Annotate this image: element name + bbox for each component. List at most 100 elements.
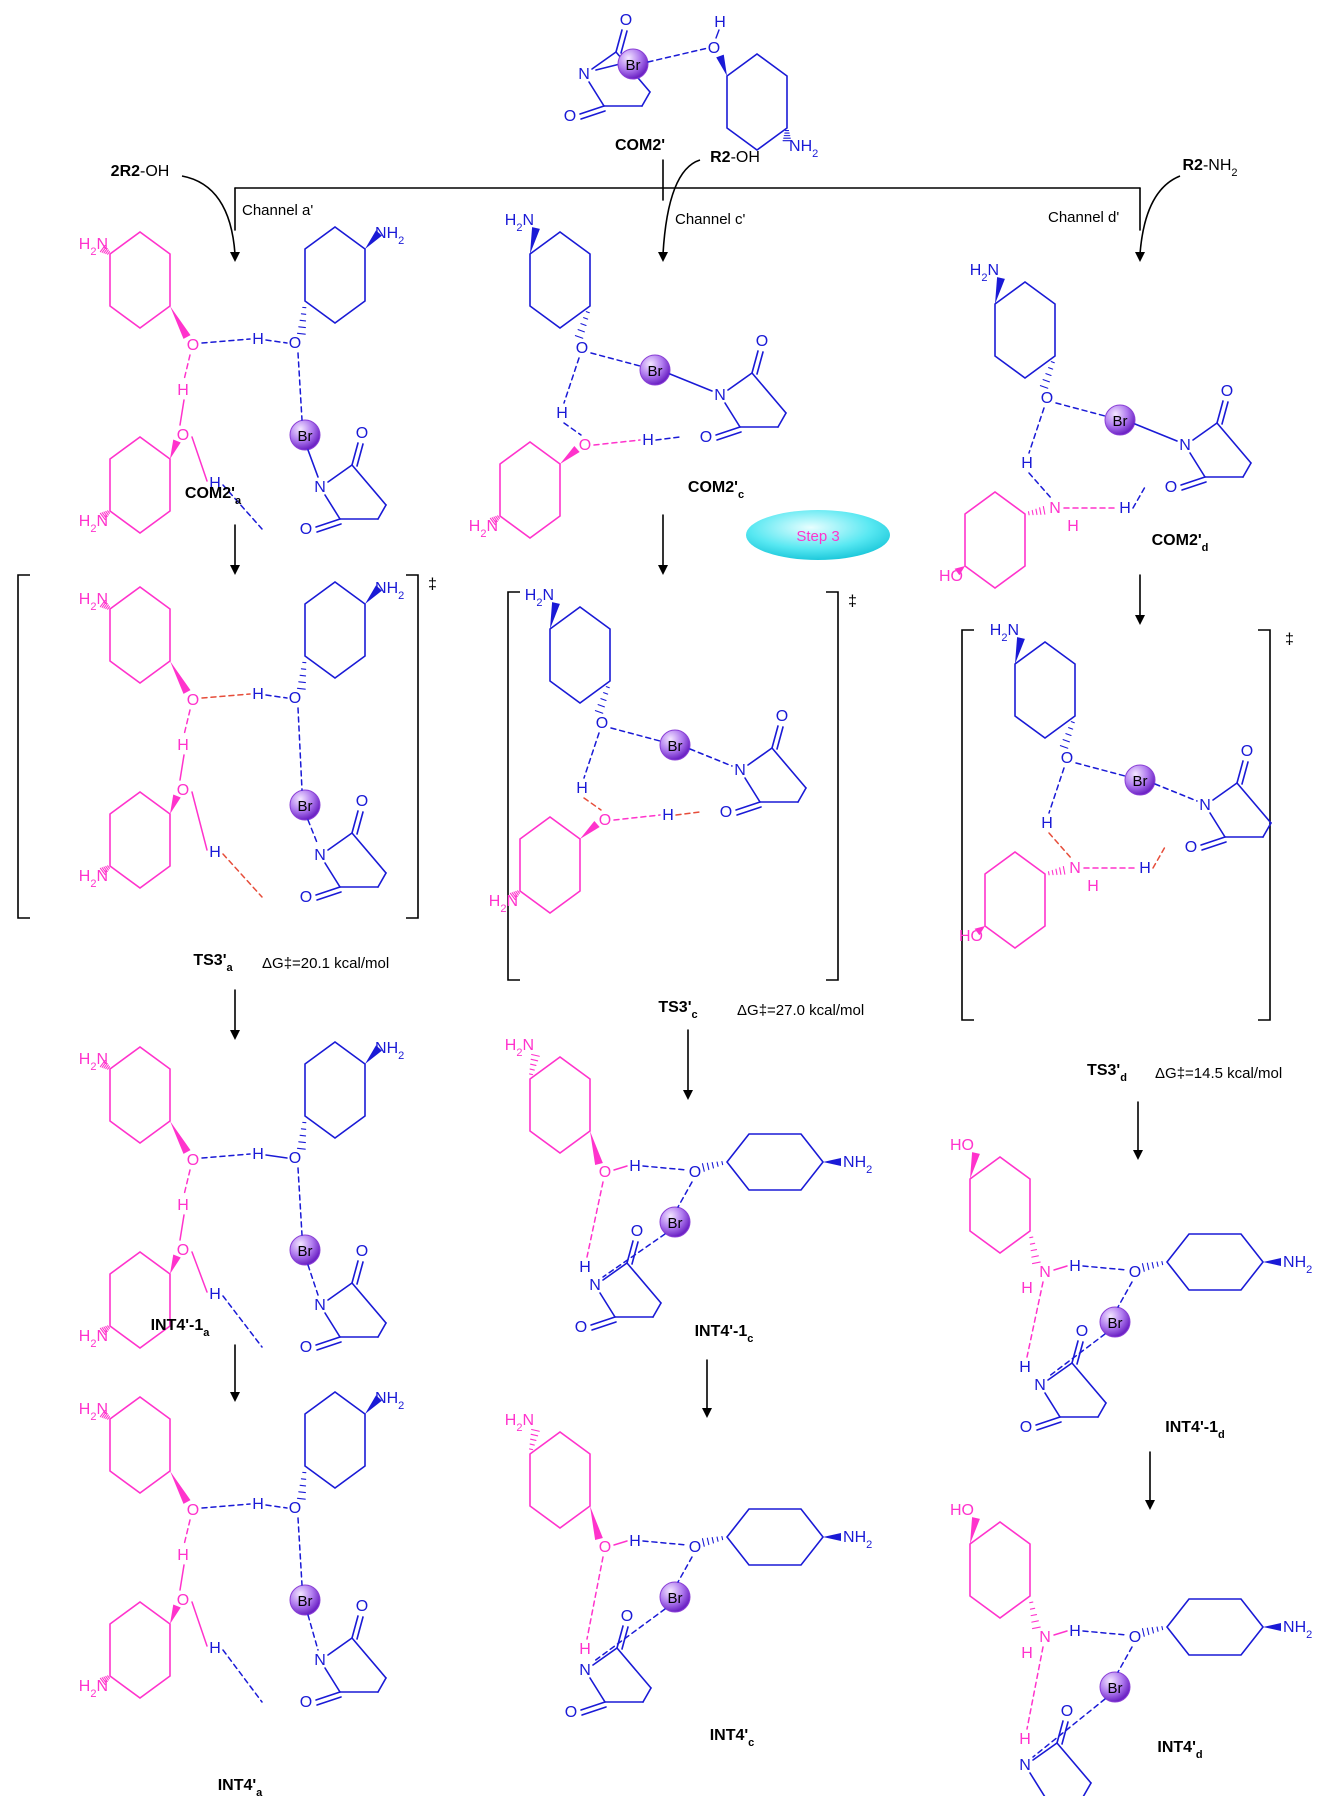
- partner-ho: HO: [939, 568, 963, 585]
- ring-bond: [747, 747, 773, 766]
- reactant-hydrogen: H: [252, 331, 264, 348]
- hash-stroke: [529, 1443, 535, 1446]
- nh2-hashed: [782, 129, 792, 142]
- partner-top-h2n: H2N: [79, 1051, 108, 1073]
- carbonyl: [316, 1341, 342, 1351]
- reactant-h2n-com: H2N: [970, 262, 999, 284]
- hash-stroke: [107, 510, 111, 514]
- carbonyl: [715, 426, 741, 436]
- bridging-hydrogen: H: [177, 1547, 189, 1564]
- hbond-top: [642, 1540, 688, 1546]
- partner-ring-bottom: [109, 436, 171, 534]
- carbonyl: [1216, 400, 1224, 424]
- hash-stroke: [701, 1163, 705, 1172]
- hash-stroke: [1031, 509, 1034, 516]
- reactant-ring-int1: [1165, 1233, 1265, 1291]
- hash-stroke: [585, 311, 590, 314]
- reactant-nh2-wedge: [823, 1158, 841, 1166]
- reactant-o-h: [265, 694, 288, 699]
- ring-bond: [641, 91, 651, 107]
- partner-nh2-hash: [489, 515, 501, 526]
- hash-stroke: [101, 246, 107, 253]
- ring-bond: [797, 787, 807, 803]
- dagger-symbol: ‡: [1285, 631, 1294, 648]
- reactant-nh2-wedge: [1263, 1258, 1281, 1266]
- br-n-bond: [669, 373, 713, 392]
- bridging-hydrogen: H: [629, 1158, 641, 1175]
- o-br-contact: [1117, 1281, 1133, 1308]
- hash-stroke: [497, 515, 501, 519]
- activation-energy-label: ΔG‡=14.5 kcal/mol: [1155, 1065, 1282, 1082]
- carbonyl-oxygen: O: [356, 1243, 368, 1260]
- hash-stroke: [716, 1536, 719, 1542]
- carbonyl: [1200, 836, 1226, 846]
- partner-top-wedge: [170, 661, 191, 694]
- ring-bond: [327, 1282, 353, 1301]
- hash-stroke: [1030, 1614, 1038, 1617]
- hash-stroke: [600, 698, 607, 702]
- partner-ring-com: [964, 491, 1026, 589]
- carbonyl-oxygen: O: [1165, 479, 1177, 496]
- hash-stroke: [296, 1497, 306, 1500]
- lower-hydrogen: H: [1019, 1359, 1031, 1376]
- hash-stroke: [1050, 361, 1055, 364]
- hbond-low: [222, 1649, 263, 1703]
- carbonyl-oxygen: O: [1241, 743, 1253, 760]
- partner-nh2-hash: [509, 890, 521, 901]
- partner-ho-wedge: [970, 1152, 980, 1179]
- hash-stroke: [517, 890, 521, 894]
- carbonyl: [1035, 1416, 1061, 1426]
- carbonyl: [1180, 476, 1206, 486]
- carbonyl: [1221, 401, 1229, 425]
- hash-stroke: [1031, 1261, 1041, 1265]
- reagent-r2nh2: R2-NH2: [1182, 157, 1237, 179]
- hash-stroke: [531, 1428, 540, 1432]
- reactant-ring: [304, 581, 366, 679]
- reactant-oxygen: O: [689, 1164, 701, 1181]
- hash-stroke: [103, 511, 108, 518]
- arrow-channel-c: [662, 159, 701, 255]
- partner-ring-ts: [984, 851, 1046, 949]
- reactant-oxygen: O: [1041, 390, 1053, 407]
- carbonyl-oxygen: O: [1185, 839, 1197, 856]
- hash-stroke: [711, 1162, 714, 1169]
- partner-n-hash: [1047, 865, 1066, 876]
- partner-nh-h: H: [1021, 1645, 1033, 1662]
- lower-hydrogen: H: [1019, 1731, 1031, 1748]
- partner-ho-wedge: [954, 566, 965, 576]
- hash-stroke: [99, 599, 106, 608]
- hash-stroke: [107, 251, 111, 255]
- hash-stroke: [296, 687, 306, 690]
- hbond-low: [675, 811, 701, 816]
- hash-stroke: [99, 1327, 106, 1336]
- ring-bond: [751, 372, 787, 414]
- hash-stroke: [105, 510, 109, 516]
- reactant-nh2-wedge: [365, 1045, 383, 1064]
- carbonyl-oxygen: O: [1061, 1703, 1073, 1720]
- hash-stroke: [580, 323, 587, 327]
- hash-stroke: [530, 1058, 539, 1062]
- partner-bottom-h2n: H2N: [79, 868, 108, 890]
- partner-n-hash: [1027, 505, 1046, 516]
- hbond-top: [201, 693, 251, 699]
- bromine-label: Br: [1108, 1315, 1123, 1332]
- hash-stroke: [583, 317, 589, 320]
- partner-top-hash: [99, 599, 111, 610]
- arrow-channel-a: [181, 175, 236, 255]
- carbonyl: [351, 1260, 359, 1284]
- bromine-label: Br: [648, 363, 663, 380]
- imide-nitrogen: N: [1019, 1757, 1031, 1774]
- reactant-nh2-wedge: [550, 602, 560, 629]
- carbonyl: [776, 726, 784, 750]
- reactant-ring-com: [994, 281, 1056, 379]
- hash-stroke: [103, 866, 108, 873]
- o-h-bridge-2: [179, 1214, 185, 1241]
- imide-nitrogen: N: [1199, 797, 1211, 814]
- carbonyl: [351, 1615, 359, 1639]
- carbonyl: [626, 1240, 634, 1264]
- partner-ring-int: [969, 1521, 1031, 1619]
- hash-stroke: [1141, 1263, 1145, 1272]
- hash-stroke: [1029, 1242, 1036, 1245]
- carbonyl: [616, 1625, 624, 1649]
- bromine-label: Br: [668, 738, 683, 755]
